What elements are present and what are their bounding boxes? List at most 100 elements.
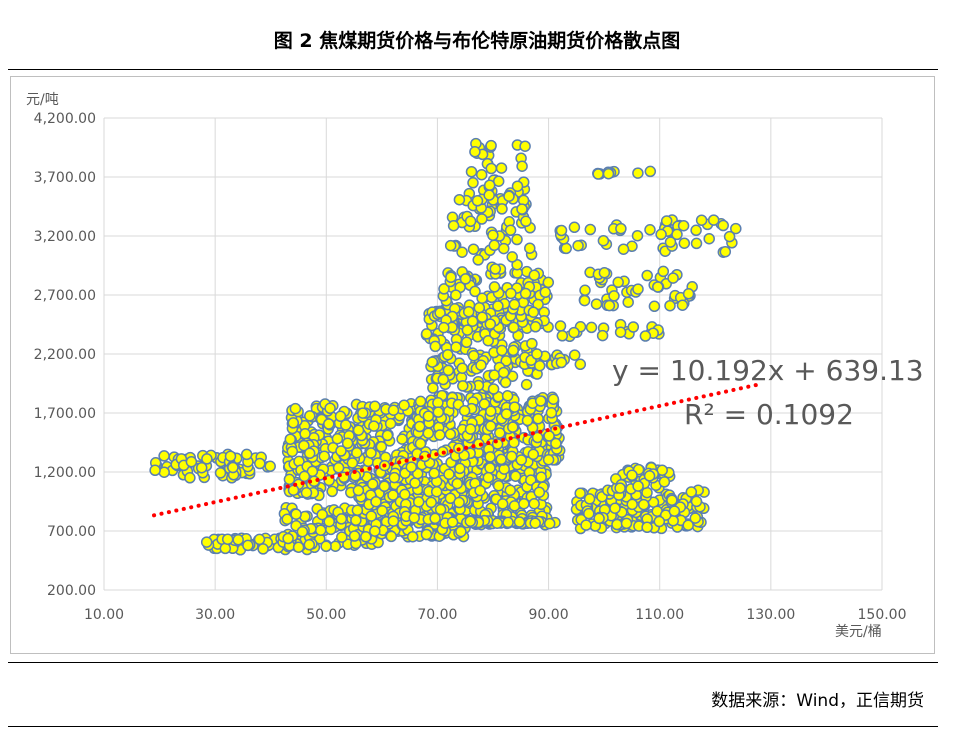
data-point <box>323 418 335 430</box>
data-point <box>560 242 572 255</box>
y-tick-label: 200.00 <box>47 583 96 599</box>
data-point <box>543 430 555 442</box>
data-point <box>303 539 316 551</box>
data-point <box>498 242 510 255</box>
data-point <box>469 146 481 158</box>
x-axis-label: 美元/桶 <box>835 624 882 640</box>
data-point <box>516 203 528 215</box>
y-tick-label: 2,700.00 <box>34 288 96 304</box>
data-point <box>584 223 597 236</box>
data-point <box>627 321 640 333</box>
data-point <box>287 484 300 496</box>
data-point <box>596 329 609 342</box>
data-point <box>533 486 546 498</box>
x-tick-label: 10.00 <box>84 607 124 623</box>
data-point <box>253 533 266 546</box>
data-point <box>590 298 603 310</box>
data-point <box>408 512 420 524</box>
data-point <box>352 484 365 497</box>
data-point <box>388 471 401 484</box>
data-point <box>578 294 591 307</box>
data-point <box>413 420 426 433</box>
data-point <box>568 349 581 361</box>
data-point <box>703 232 715 245</box>
data-point <box>507 421 519 433</box>
data-point <box>434 429 446 441</box>
data-point <box>602 167 615 180</box>
data-point <box>542 454 555 466</box>
data-point <box>378 480 391 493</box>
data-point <box>290 508 302 520</box>
data-point <box>593 512 605 525</box>
data-point <box>612 276 624 289</box>
data-point <box>685 486 698 498</box>
bottom-rule <box>8 662 938 663</box>
data-point <box>500 408 513 420</box>
data-point <box>528 269 541 281</box>
data-point <box>519 140 531 152</box>
data-point <box>631 229 644 242</box>
data-point <box>598 266 611 279</box>
y-tick-label: 700.00 <box>47 524 96 540</box>
data-point <box>676 299 689 311</box>
data-point <box>547 393 560 405</box>
trendline-equation: y = 10.192x + 639.13 <box>612 354 924 387</box>
data-point <box>615 222 627 235</box>
data-point <box>430 485 443 498</box>
data-point <box>526 337 538 350</box>
data-point <box>200 536 213 548</box>
data-point <box>513 516 526 528</box>
data-point <box>445 271 457 284</box>
data-point <box>660 215 673 227</box>
data-point <box>475 168 488 181</box>
data-point <box>723 230 736 243</box>
data-point <box>511 180 524 192</box>
data-point <box>473 301 486 314</box>
data-point <box>414 395 427 408</box>
data-point <box>227 461 239 474</box>
data-point <box>456 362 469 374</box>
data-point <box>528 498 540 510</box>
data-point <box>455 525 467 538</box>
data-point <box>341 437 354 449</box>
data-point <box>368 420 380 432</box>
data-point <box>534 395 547 407</box>
data-point <box>664 299 676 312</box>
data-point <box>184 472 196 484</box>
data-point <box>444 428 457 441</box>
data-point <box>387 489 399 501</box>
data-point <box>158 466 170 478</box>
data-point <box>664 236 677 248</box>
data-point <box>195 461 208 474</box>
data-point <box>542 276 555 289</box>
data-point <box>282 532 294 545</box>
data-point <box>459 273 472 285</box>
data-point <box>323 515 335 528</box>
data-point <box>496 203 508 215</box>
data-point <box>442 348 454 361</box>
data-point <box>603 299 616 312</box>
data-point <box>555 224 568 237</box>
data-point <box>458 404 471 417</box>
data-point <box>399 488 411 501</box>
data-point <box>425 496 437 509</box>
data-point <box>299 428 311 440</box>
data-point <box>335 445 347 457</box>
data-point <box>352 424 365 436</box>
data-point <box>422 427 435 439</box>
data-point <box>464 215 477 228</box>
data-point <box>332 461 345 474</box>
data-point <box>149 464 161 477</box>
data-point <box>432 396 444 409</box>
data-point <box>529 321 542 333</box>
data-point <box>224 450 237 462</box>
data-point <box>304 410 316 422</box>
data-point <box>527 448 540 461</box>
x-tick-label: 50.00 <box>306 607 346 623</box>
data-point <box>585 321 598 334</box>
data-point <box>422 410 435 422</box>
data-point <box>476 292 488 304</box>
data-point <box>443 468 455 481</box>
data-point <box>508 436 520 449</box>
data-point <box>240 448 253 461</box>
